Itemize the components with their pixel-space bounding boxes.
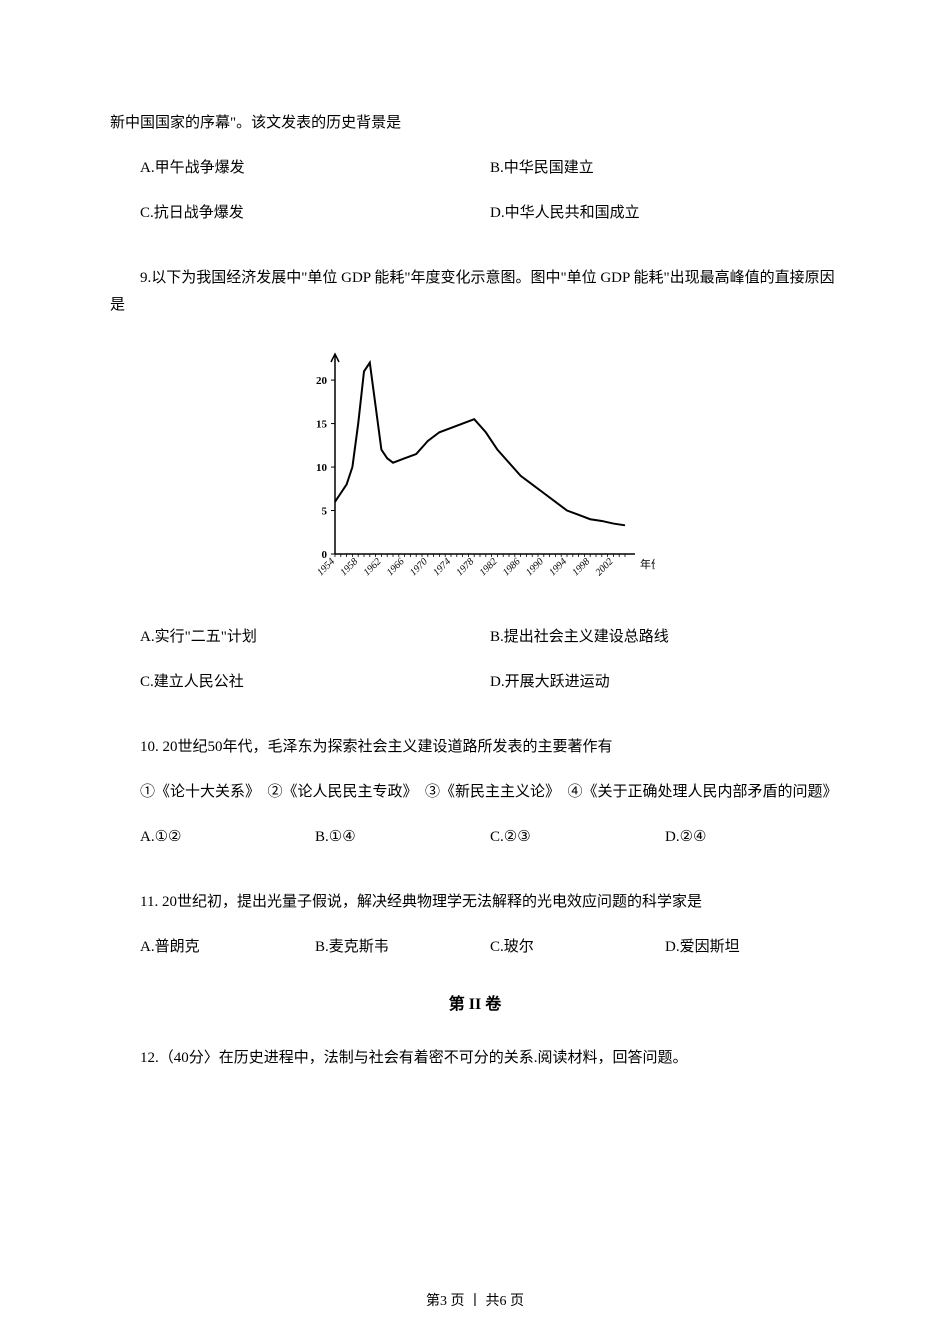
q10-option-b: B.①④ [315, 824, 490, 851]
q11-option-b: B.麦克斯韦 [315, 934, 490, 961]
q8-options-row1: A.甲午战争爆发 B.中华民国建立 [110, 155, 840, 182]
svg-text:1970: 1970 [408, 556, 430, 578]
svg-text:20: 20 [316, 375, 328, 387]
svg-text:5: 5 [322, 506, 328, 518]
q9-option-d: D.开展大跃进运动 [490, 669, 840, 696]
svg-text:1990: 1990 [524, 556, 546, 578]
svg-text:10: 10 [316, 462, 328, 474]
q9-options-row2: C.建立人民公社 D.开展大跃进运动 [110, 669, 840, 696]
svg-text:2002: 2002 [594, 556, 616, 578]
chart-container: 0510152019541958196219661970197419781982… [110, 339, 840, 599]
q10-option-a: A.①② [140, 824, 315, 851]
q9-text: 9.以下为我国经济发展中"单位 GDP 能耗"年度变化示意图。图中"单位 GDP… [110, 265, 840, 319]
svg-text:1974: 1974 [431, 556, 453, 578]
svg-text:1962: 1962 [362, 556, 384, 578]
svg-text:年份: 年份 [640, 557, 655, 571]
q9-option-a: A.实行"二五"计划 [140, 624, 490, 651]
q10-option-d: D.②④ [665, 824, 840, 851]
svg-text:1958: 1958 [338, 556, 360, 578]
q8-option-a: A.甲午战争爆发 [140, 155, 490, 182]
q10-options-row: A.①② B.①④ C.②③ D.②④ [110, 824, 840, 851]
q10-option-c: C.②③ [490, 824, 665, 851]
svg-text:1954: 1954 [315, 556, 337, 578]
svg-text:1982: 1982 [478, 556, 500, 578]
page-footer: 第3 页 丨 共6 页 [0, 1289, 950, 1314]
section2-title: 第 II 卷 [110, 991, 840, 1020]
q10-items: ①《论十大关系》 ②《论人民民主专政》 ③《新民主主义论》 ④《关于正确处理人民… [110, 779, 840, 806]
svg-text:1966: 1966 [385, 556, 407, 578]
context-line: 新中国国家的序幕"。该文发表的历史背景是 [110, 110, 840, 137]
q8-option-c: C.抗日战争爆发 [140, 200, 490, 227]
gdp-energy-chart: 0510152019541958196219661970197419781982… [295, 339, 655, 599]
q11-text: 11. 20世纪初，提出光量子假说，解决经典物理学无法解释的光电效应问题的科学家… [110, 889, 840, 916]
svg-text:1986: 1986 [501, 556, 523, 578]
svg-text:1994: 1994 [547, 556, 569, 578]
svg-text:1998: 1998 [570, 556, 592, 578]
chart-svg: 0510152019541958196219661970197419781982… [295, 339, 655, 599]
q9-option-b: B.提出社会主义建设总路线 [490, 624, 840, 651]
q8-option-d: D.中华人民共和国成立 [490, 200, 840, 227]
q11-option-c: C.玻尔 [490, 934, 665, 961]
q11-options-row: A.普朗克 B.麦克斯韦 C.玻尔 D.爱因斯坦 [110, 934, 840, 961]
q9-options-row1: A.实行"二五"计划 B.提出社会主义建设总路线 [110, 624, 840, 651]
q12-text: 12.（40分〉在历史进程中，法制与社会有着密不可分的关系.阅读材料，回答问题。 [110, 1045, 840, 1072]
q8-option-b: B.中华民国建立 [490, 155, 840, 182]
q9-option-c: C.建立人民公社 [140, 669, 490, 696]
q10-text: 10. 20世纪50年代，毛泽东为探索社会主义建设道路所发表的主要著作有 [110, 734, 840, 761]
svg-text:15: 15 [316, 419, 328, 431]
q8-options-row2: C.抗日战争爆发 D.中华人民共和国成立 [110, 200, 840, 227]
svg-text:1978: 1978 [454, 556, 476, 578]
q11-option-a: A.普朗克 [140, 934, 315, 961]
q11-option-d: D.爱因斯坦 [665, 934, 840, 961]
